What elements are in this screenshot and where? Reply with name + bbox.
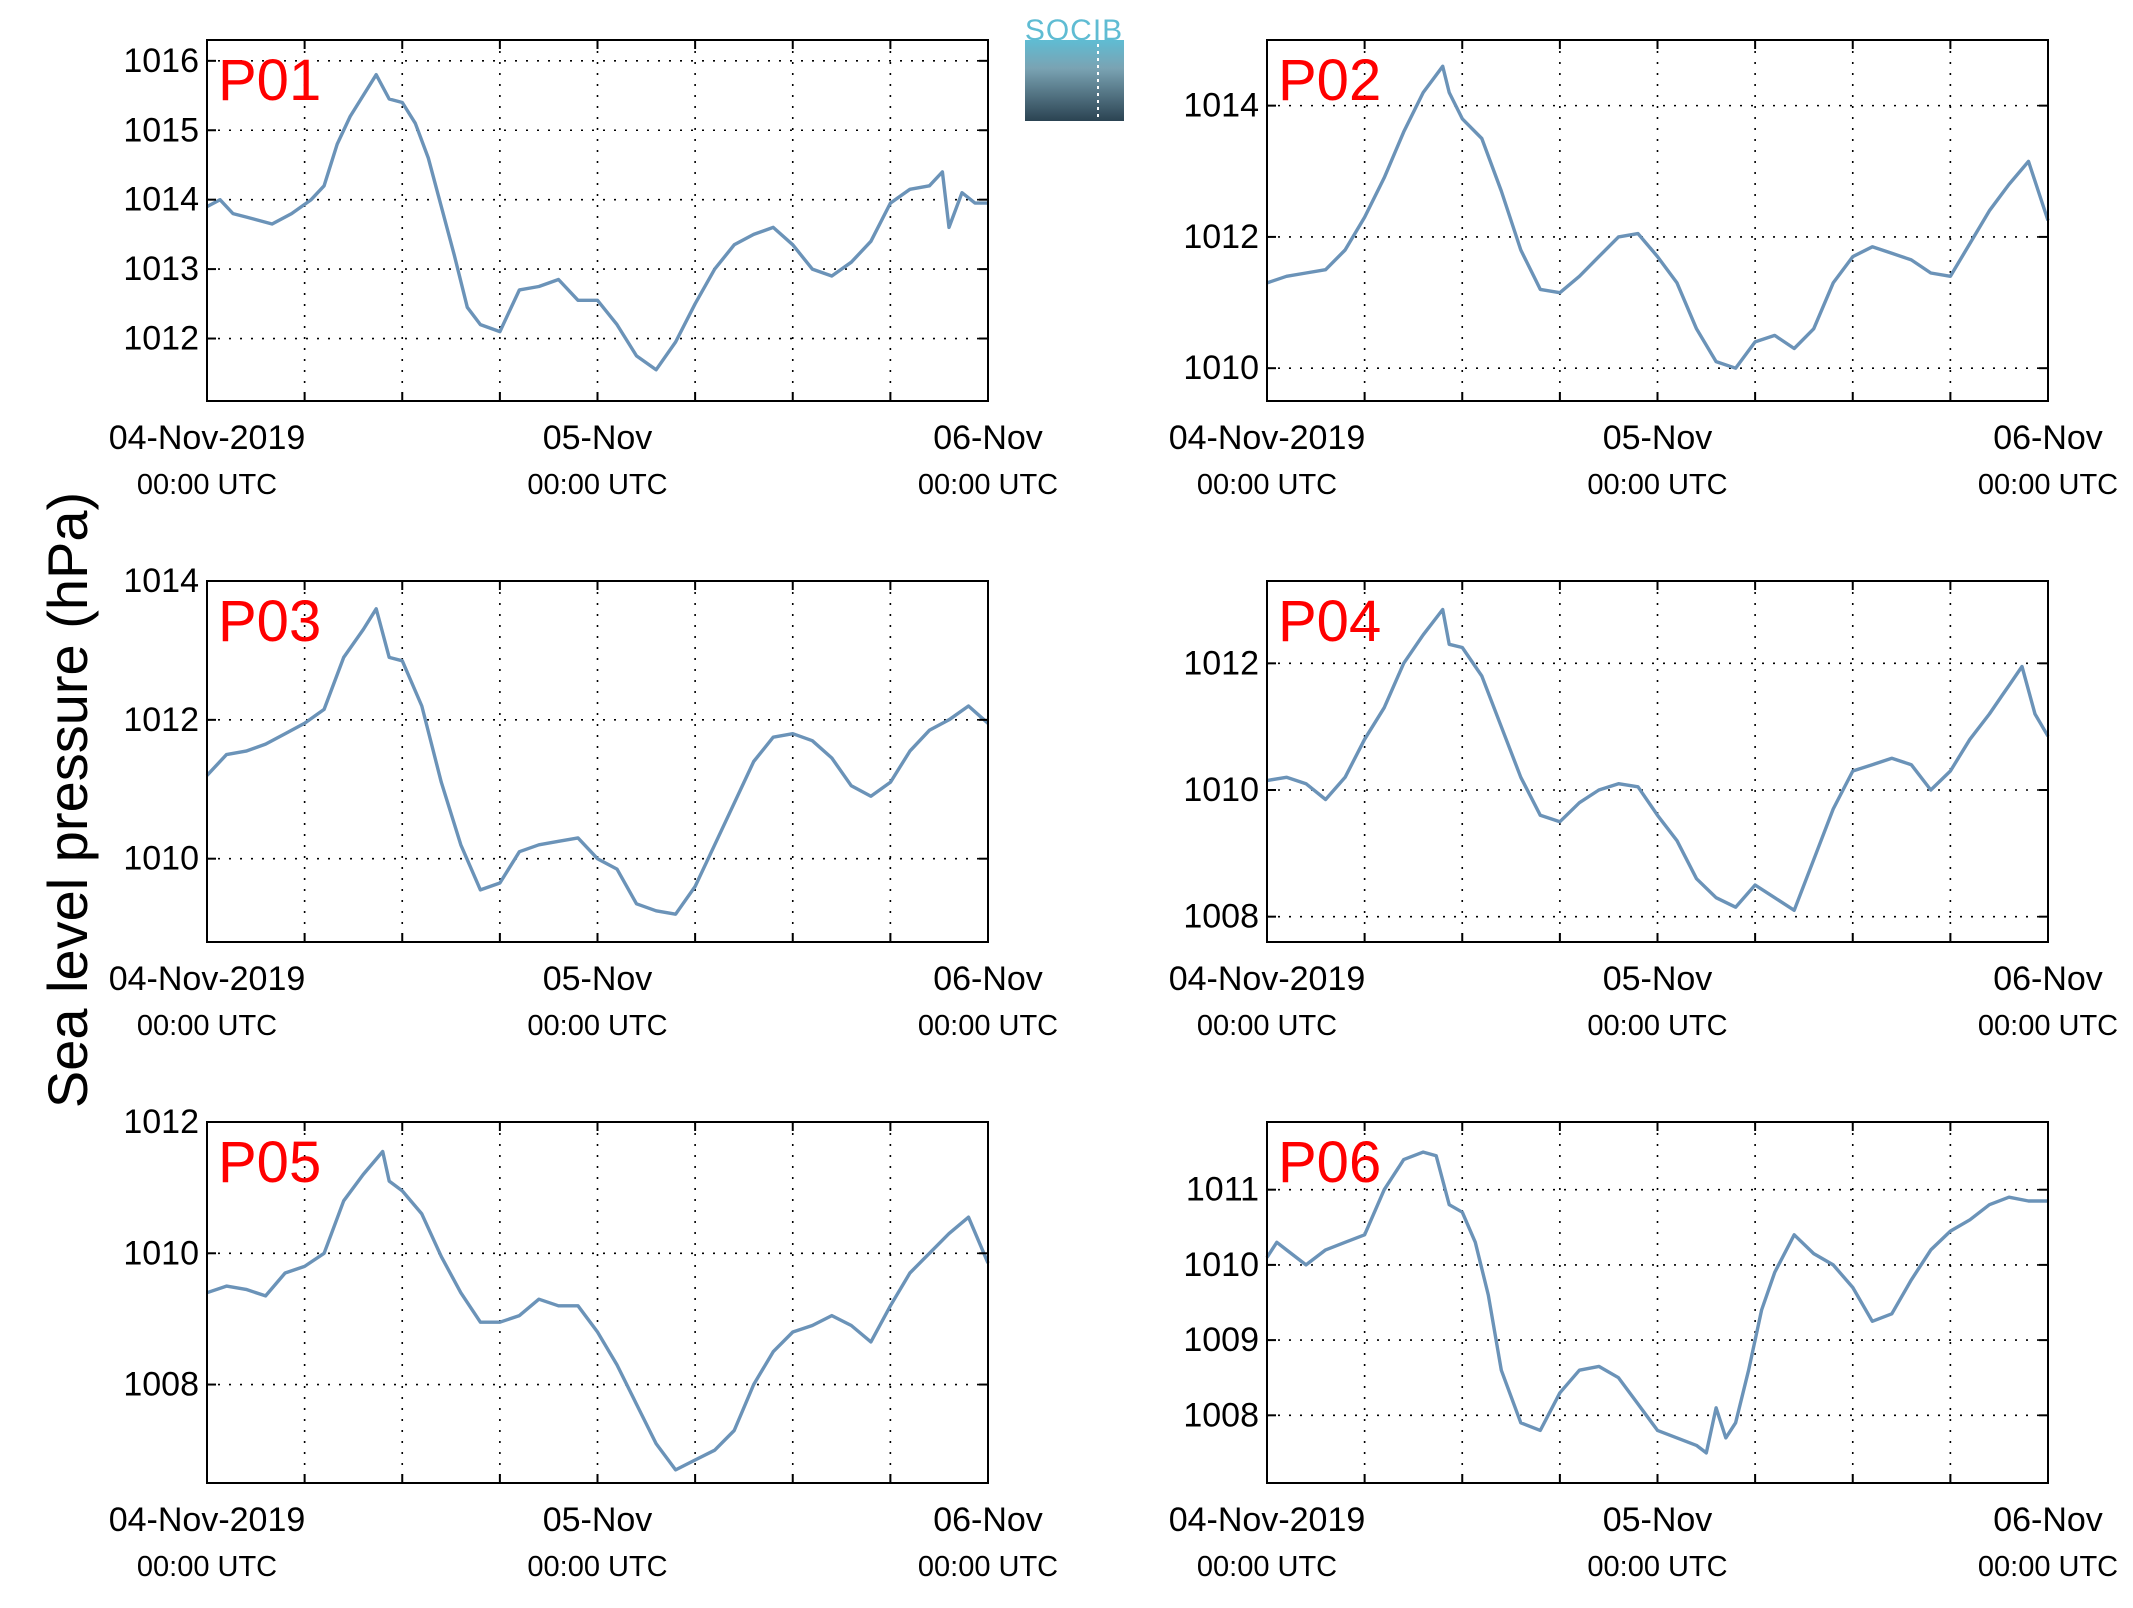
panel-p02: 1010 1012 1014 04-Nov-2019 00:00 UTC 05-Nov 00… [1169,39,2118,501]
axes-frame [1266,39,2049,402]
socib-logo: SOCIB [1025,14,1124,121]
x-tick-label: 04-Nov-2019 [1169,419,1366,457]
x-tick-label: 06-Nov [1993,419,2103,457]
axes-frame [206,580,989,943]
x-tick-label: 05-Nov [543,1501,653,1539]
y-tick-label: 1014 [123,181,199,219]
grid [1267,40,2048,401]
x-tick-sublabel: 00:00 UTC [137,1010,277,1042]
x-tick-label: 06-Nov [1993,960,2103,998]
grid [207,1121,988,1483]
x-tick-sublabel: 00:00 UTC [1587,1551,1727,1583]
y-tick-label: 1016 [123,42,199,80]
x-tick-sublabel: 00:00 UTC [1978,1010,2118,1042]
grid [207,40,988,401]
series-line [1266,64,2050,370]
x-tick-label: 05-Nov [1603,960,1713,998]
panel-label: P02 [1278,48,1381,113]
y-tick-label: 1013 [123,250,199,288]
y-tick-label: 1011 [1186,1171,1259,1209]
x-tick-label: 05-Nov [1603,419,1713,457]
x-tick-label: 04-Nov-2019 [109,960,306,998]
y-tick-label: 1008 [1183,1396,1259,1434]
y-axis-label: Sea level pressure (hPa) [36,492,99,1108]
x-tick-sublabel: 00:00 UTC [1978,469,2118,501]
series-line [1266,607,2050,912]
panel-p06: 1008 1009 1010 1011 04-Nov-2019 00:00 UTC 05-N… [1169,1121,2118,1583]
y-tick-label: 1010 [1183,349,1259,387]
y-tick-label: 1010 [123,840,199,878]
series-line [205,607,990,916]
series-line [206,72,988,372]
x-tick-sublabel: 00:00 UTC [527,469,667,501]
x-tick-label: 04-Nov-2019 [109,419,306,457]
y-tick-label: 1014 [123,562,199,600]
y-tick-label: 1008 [123,1366,199,1404]
y-tick-label: 1015 [123,111,199,149]
x-tick-sublabel: 00:00 UTC [527,1551,667,1583]
x-tick-sublabel: 00:00 UTC [1197,1551,1337,1583]
x-tick-sublabel: 00:00 UTC [527,1010,667,1042]
y-tick-label: 1014 [1183,87,1259,125]
y-tick-label: 1012 [1183,218,1259,256]
x-tick-sublabel: 00:00 UTC [1587,1010,1727,1042]
panel-label: P06 [1278,1130,1381,1195]
series-line [1265,1150,2048,1455]
grid [1267,581,2048,942]
x-tick-sublabel: 00:00 UTC [1197,1010,1337,1042]
x-tick-label: 04-Nov-2019 [109,1501,306,1539]
socib-logo-block [1025,40,1124,121]
x-tick-sublabel: 00:00 UTC [1978,1551,2118,1583]
grid [207,580,988,942]
x-tick-label: 06-Nov [1993,1501,2103,1539]
y-tick-label: 1012 [123,701,199,739]
y-tick-label: 1010 [1183,1246,1259,1284]
y-tick-label: 1010 [1183,771,1259,809]
x-tick-sublabel: 00:00 UTC [137,1551,277,1583]
panel-label: P05 [218,1130,321,1195]
axes-frame [206,39,989,402]
y-tick-label: 1010 [123,1234,199,1272]
panels: 1012 1013 1014 1015 1016 04-Nov-2019 00:00 UTC… [109,39,2118,1583]
socib-logo-text: SOCIB [1025,14,1123,47]
x-tick-sublabel: 00:00 UTC [1587,469,1727,501]
x-tick-label: 05-Nov [543,419,653,457]
y-tick-label: 1008 [1183,898,1259,936]
x-tick-label: 06-Nov [933,960,1043,998]
x-tick-label: 06-Nov [933,1501,1043,1539]
x-tick-label: 04-Nov-2019 [1169,960,1366,998]
y-tick-label: 1012 [123,1103,199,1141]
y-tick-label: 1012 [1183,644,1259,682]
x-tick-label: 05-Nov [1603,1501,1713,1539]
x-tick-sublabel: 00:00 UTC [918,469,1058,501]
grid [1267,1122,2048,1483]
y-tick-label: 1012 [123,320,199,358]
panel-p03: 1010 1012 1014 04-Nov-2019 00:00 UTC 05-Nov 00… [109,562,1058,1042]
x-tick-sublabel: 00:00 UTC [137,469,277,501]
axes-frame [1266,580,2049,943]
x-tick-label: 04-Nov-2019 [1169,1501,1366,1539]
x-tick-label: 06-Nov [933,419,1043,457]
panel-p05: 1008 1010 1012 04-Nov-2019 00:00 UTC 05-Nov 00… [109,1103,1058,1583]
x-tick-label: 05-Nov [543,960,653,998]
panel-p04: 1008 1010 1012 04-Nov-2019 00:00 UTC 05-Nov 00… [1169,580,2118,1042]
panel-label: P03 [218,589,321,654]
x-tick-sublabel: 00:00 UTC [1197,469,1337,501]
panel-label: P04 [1278,589,1381,654]
panel-p01: 1012 1013 1014 1015 1016 04-Nov-2019 00:00 UTC… [109,39,1058,501]
axes-frame [206,1121,989,1484]
x-tick-sublabel: 00:00 UTC [918,1010,1058,1042]
panel-label: P01 [218,48,321,113]
x-tick-sublabel: 00:00 UTC [918,1551,1058,1583]
series-line [206,1149,990,1472]
y-tick-label: 1009 [1183,1321,1259,1359]
